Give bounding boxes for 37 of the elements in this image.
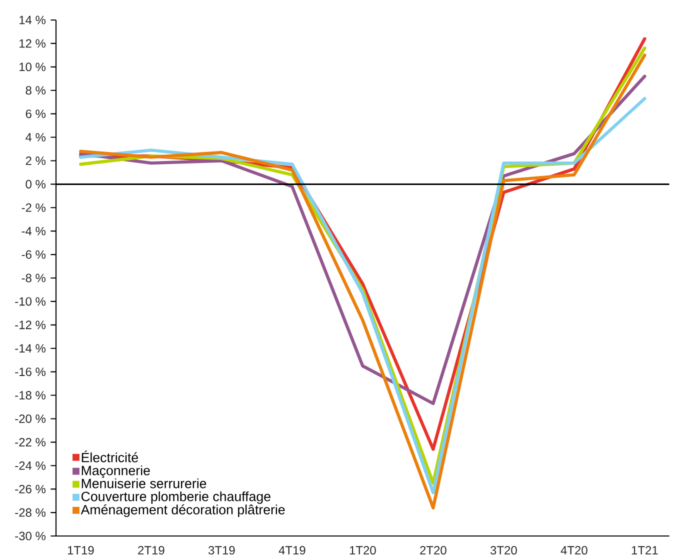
x-tick-label: 1T21 [632,546,658,554]
y-tick-label: 8 % [26,86,46,95]
y-tick-label: -20 % [15,414,46,423]
y-tick-label: 14 % [20,16,46,24]
legend-label: Électricité [82,450,138,462]
legend-label: Menuiserie serrurerie [82,478,206,488]
y-tick-label: -16 % [15,368,46,376]
y-tick-label: -26 % [15,484,46,494]
x-tick-label: 4T20 [560,546,588,555]
y-tick-label: -14 % [15,344,46,353]
y-tick-label: -24 % [15,461,46,470]
y-tick-label: 6 % [26,110,46,118]
x-tick-label: 2T20 [420,546,446,555]
y-tick-label: -30 % [15,532,46,540]
legend-label: Aménagement décoration plâtrerie [80,504,285,518]
y-tick-label: -18 % [15,391,46,400]
x-tick-label: 4T19 [278,546,306,555]
y-tick-label: -2 % [22,203,46,212]
y-tick-label: -6 % [22,250,46,259]
y-tick-label: 4 % [26,133,46,142]
legend-label: Maçonnerie [82,465,150,478]
y-tick-label: 0 % [26,180,46,188]
x-tick-label: 1T19 [68,546,94,555]
x-tick-label: 1T20 [350,546,376,555]
x-tick-label: 2T19 [138,546,164,555]
y-tick-label: -22 % [15,438,46,446]
y-tick-label: -12 % [15,320,46,330]
y-tick-label: -4 % [22,226,46,236]
y-tick-label: -28 % [15,508,46,517]
y-tick-label: 12 % [20,39,46,48]
legend-label: Couverture plomberie chauffage [81,491,270,504]
y-tick-label: -8 % [22,274,46,282]
y-tick-label: 2 % [26,156,46,165]
x-tick-label: 3T19 [208,546,235,555]
y-tick-label: -10 % [15,297,46,306]
y-tick-label: 10 % [20,62,46,72]
x-tick-label: 3T20 [490,546,517,555]
